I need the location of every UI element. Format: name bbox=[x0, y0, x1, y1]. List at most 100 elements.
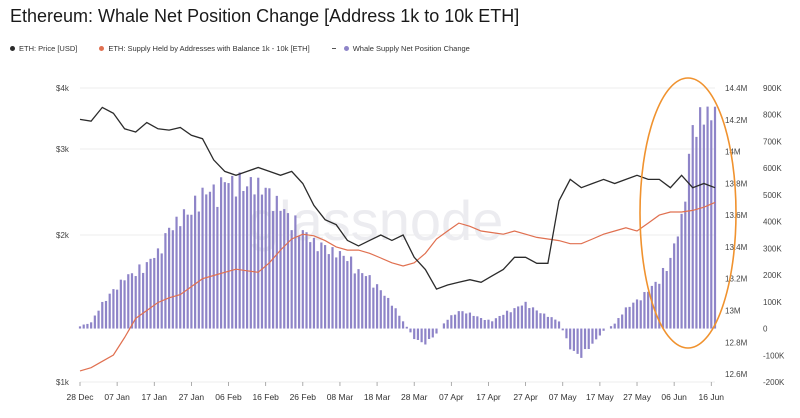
net-change-bar bbox=[591, 328, 594, 344]
net-change-bar bbox=[387, 297, 390, 329]
net-change-bar bbox=[168, 227, 171, 329]
net-change-bar bbox=[624, 307, 627, 329]
net-change-bar bbox=[216, 206, 219, 329]
net-change-bar bbox=[498, 315, 501, 329]
net-change-bar bbox=[435, 328, 438, 334]
net-change-bar bbox=[450, 315, 453, 329]
net-change-bar bbox=[171, 230, 174, 329]
net-change-bar bbox=[175, 216, 178, 329]
net-change-bar bbox=[368, 275, 371, 329]
x-tick-label: 08 Mar bbox=[327, 392, 354, 402]
net-change-bar bbox=[346, 261, 349, 329]
supply-tick-label: 13.2M bbox=[725, 275, 748, 284]
net-change-bar bbox=[231, 175, 234, 329]
net-change-bar bbox=[327, 254, 330, 329]
net-change-bar bbox=[557, 321, 561, 329]
net-change-bar bbox=[142, 272, 145, 329]
price-line bbox=[79, 106, 716, 290]
net-change-bar bbox=[86, 323, 89, 329]
net-change-bar bbox=[375, 284, 379, 329]
x-tick-label: 17 Apr bbox=[476, 392, 501, 402]
net-change-bar bbox=[427, 328, 431, 340]
net-change-bar bbox=[398, 315, 401, 329]
legend-swatch-supply bbox=[99, 46, 105, 51]
net-change-bar bbox=[528, 308, 531, 329]
net-change-bar bbox=[268, 188, 271, 329]
change-tick-label: 300K bbox=[763, 244, 782, 253]
net-change-bar bbox=[609, 326, 613, 329]
net-change-bar bbox=[517, 306, 520, 329]
supply-line bbox=[79, 201, 716, 372]
left-tick-label: $2k bbox=[56, 231, 70, 240]
highlight-ellipse bbox=[639, 77, 737, 349]
supply-tick-label: 12.6M bbox=[725, 370, 748, 379]
net-change-bar bbox=[271, 211, 275, 329]
legend-item-supply[interactable]: ETH: Supply Held by Addresses with Balan… bbox=[99, 44, 310, 53]
net-change-bar bbox=[587, 328, 590, 350]
net-change-bar bbox=[635, 299, 639, 329]
change-axis-ticks: 900K 800K 700K 600K 500K 400K 300K 200K 100K 0 -10… bbox=[763, 84, 785, 387]
net-change-bar bbox=[305, 232, 308, 329]
net-change-bar bbox=[505, 310, 509, 329]
net-change-bar bbox=[182, 209, 186, 329]
net-change-bar bbox=[134, 276, 137, 329]
x-tick-label: 07 Jan bbox=[104, 392, 130, 402]
net-change-bar bbox=[257, 177, 260, 329]
change-tick-label: 600K bbox=[763, 164, 782, 173]
net-change-bar bbox=[130, 273, 134, 329]
chart-title: Ethereum: Whale Net Position Change [Add… bbox=[10, 6, 520, 26]
net-change-bar bbox=[520, 305, 524, 329]
net-change-bar bbox=[502, 314, 505, 329]
change-tick-label: 800K bbox=[763, 111, 782, 120]
change-tick-label: 900K bbox=[763, 84, 782, 93]
legend-swatch-net-change bbox=[343, 46, 349, 51]
net-change-bar bbox=[665, 271, 668, 329]
net-change-bar bbox=[145, 262, 148, 329]
grid-lines bbox=[80, 87, 715, 383]
net-change-bar bbox=[179, 226, 182, 329]
net-change-bar bbox=[479, 318, 483, 329]
legend-label-price: ETH: Price [USD] bbox=[19, 44, 78, 53]
net-change-bar bbox=[580, 328, 583, 358]
x-tick-label: 28 Dec bbox=[67, 392, 95, 402]
x-tick-label: 07 May bbox=[549, 392, 578, 402]
net-change-bar bbox=[227, 183, 230, 329]
change-tick-label: -200K bbox=[763, 378, 785, 387]
net-change-bar bbox=[338, 251, 342, 329]
net-change-bar bbox=[361, 273, 364, 329]
net-change-bar bbox=[405, 326, 408, 329]
supply-tick-label: 14M bbox=[725, 148, 741, 157]
net-change-bar bbox=[379, 290, 382, 329]
net-change-bar bbox=[442, 323, 446, 329]
net-change-bar bbox=[687, 153, 691, 329]
x-tick-label: 06 Feb bbox=[215, 392, 242, 402]
net-change-bar bbox=[194, 195, 197, 329]
legend-swatch-price bbox=[10, 46, 15, 51]
change-tick-label: 0 bbox=[763, 325, 768, 334]
x-tick-label: 06 Jun bbox=[661, 392, 687, 402]
change-tick-label: 700K bbox=[763, 137, 782, 146]
net-change-bar bbox=[598, 328, 601, 336]
net-change-bar bbox=[264, 187, 267, 329]
net-change-bar bbox=[294, 215, 297, 329]
net-change-bar bbox=[487, 319, 490, 329]
net-change-bar bbox=[78, 326, 82, 329]
net-change-bar bbox=[164, 233, 167, 329]
net-change-bar bbox=[353, 273, 356, 329]
legend-item-price[interactable]: ETH: Price [USD] bbox=[10, 44, 77, 53]
net-change-bar bbox=[93, 315, 96, 329]
change-tick-label: 500K bbox=[763, 191, 782, 200]
net-change-bar bbox=[112, 289, 115, 329]
x-tick-label: 18 Mar bbox=[364, 392, 391, 402]
net-change-bar bbox=[476, 316, 479, 329]
net-change-bar bbox=[654, 281, 657, 329]
net-change-bar bbox=[108, 293, 111, 329]
net-change-bar bbox=[461, 311, 464, 329]
legend-item-net-change[interactable]: Whale Supply Net Position Change bbox=[331, 44, 470, 53]
x-tick-label: 27 Jan bbox=[179, 392, 205, 402]
net-change-bar bbox=[483, 319, 486, 329]
net-change-bar bbox=[279, 210, 282, 329]
net-change-bar bbox=[535, 310, 538, 329]
supply-tick-label: 12.8M bbox=[725, 338, 748, 347]
net-change-bar bbox=[275, 195, 278, 329]
